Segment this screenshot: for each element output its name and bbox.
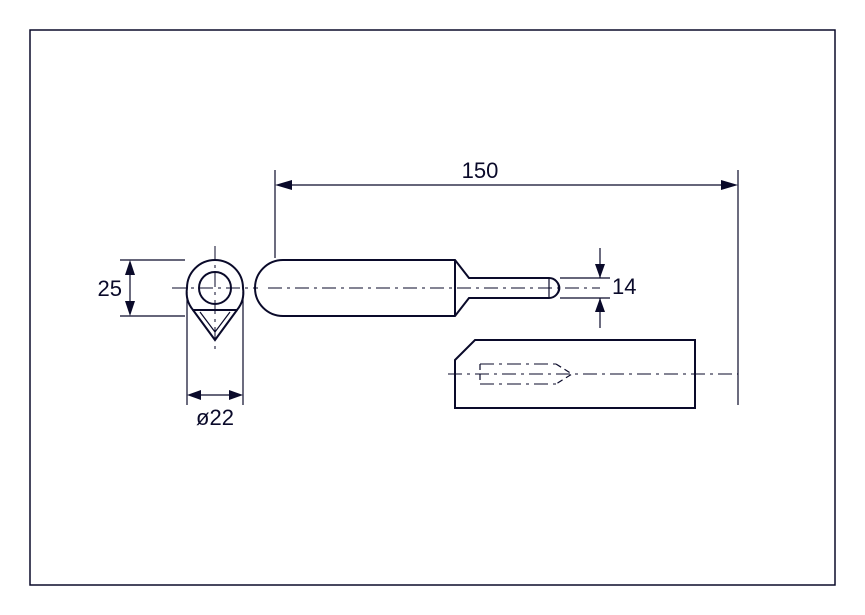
dim-length-label: 150 bbox=[462, 158, 499, 183]
side-view bbox=[255, 260, 600, 316]
dim-body-dia-label: ø22 bbox=[196, 405, 234, 430]
technical-drawing: 150 25 bbox=[0, 0, 865, 615]
end-view bbox=[172, 246, 258, 350]
dim-height: 25 bbox=[98, 260, 185, 316]
bottom-view bbox=[448, 340, 738, 408]
dim-length: 150 bbox=[275, 158, 738, 405]
dim-shaft-label: 14 bbox=[612, 274, 636, 299]
page-border bbox=[30, 30, 835, 585]
dim-height-label: 25 bbox=[98, 276, 122, 301]
